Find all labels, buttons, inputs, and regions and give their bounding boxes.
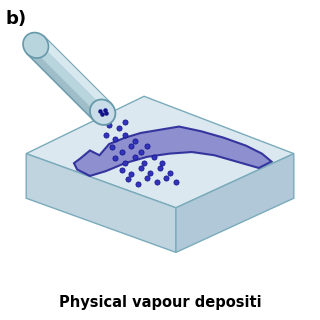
Text: Physical vapour depositi: Physical vapour depositi — [59, 295, 261, 310]
Point — [145, 175, 150, 180]
Polygon shape — [74, 126, 271, 176]
Polygon shape — [176, 154, 294, 252]
Polygon shape — [26, 154, 176, 252]
Point — [141, 161, 147, 166]
Point — [129, 172, 134, 177]
Point — [167, 170, 172, 175]
Polygon shape — [27, 37, 111, 121]
Point — [173, 180, 179, 185]
Point — [125, 177, 131, 182]
Point — [138, 149, 143, 155]
Point — [157, 165, 163, 171]
Point — [100, 112, 105, 117]
Point — [138, 165, 143, 171]
Point — [151, 154, 156, 159]
Polygon shape — [26, 96, 294, 208]
Point — [148, 170, 153, 175]
Polygon shape — [39, 37, 111, 109]
Point — [102, 108, 107, 113]
Point — [122, 132, 127, 137]
Point — [122, 119, 127, 124]
Point — [132, 154, 137, 159]
Point — [164, 175, 169, 180]
Point — [135, 181, 140, 187]
Point — [103, 132, 108, 137]
Point — [119, 167, 124, 172]
Point — [132, 138, 137, 143]
Polygon shape — [27, 49, 99, 121]
Point — [145, 143, 150, 148]
Point — [98, 108, 103, 114]
Text: b): b) — [5, 10, 27, 28]
Point — [113, 137, 118, 142]
Point — [159, 161, 164, 166]
Point — [110, 145, 115, 150]
Point — [107, 122, 112, 127]
Ellipse shape — [90, 100, 116, 125]
Point — [103, 110, 108, 116]
Point — [122, 161, 127, 166]
Ellipse shape — [23, 33, 48, 58]
Point — [129, 143, 134, 148]
Point — [119, 149, 124, 155]
Point — [116, 125, 121, 131]
Point — [154, 180, 159, 185]
Point — [113, 156, 118, 161]
